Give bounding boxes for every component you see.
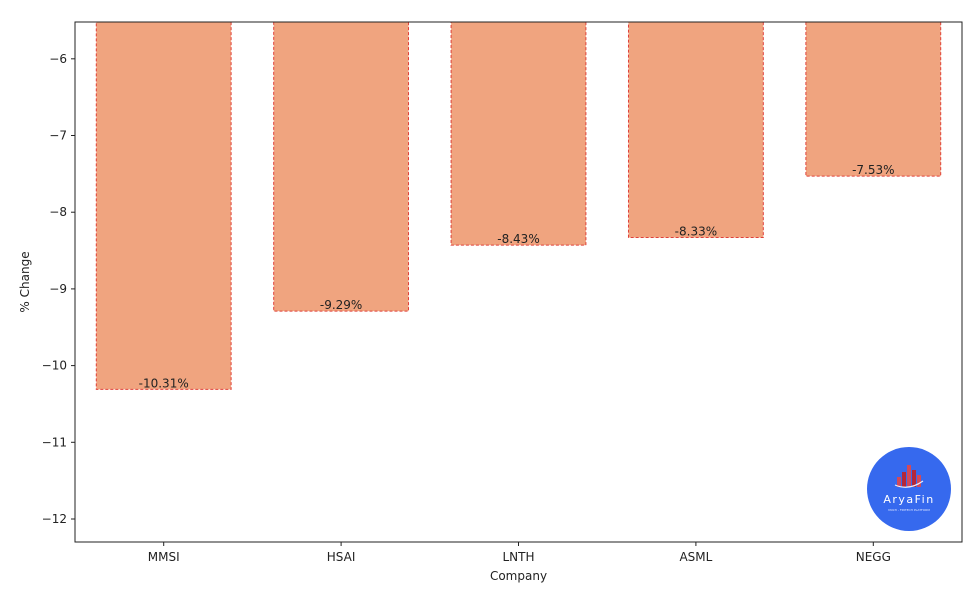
bar-mmsi [95,21,232,390]
logo-badge [867,447,951,531]
y-axis: −6 −7 −8 −9 −10 −11 −12 [42,52,75,526]
y-tick-label: −12 [42,512,67,526]
bar-asml [627,21,764,239]
logo-tagline: MULTI - FINTECH PLATFORM [888,508,930,512]
data-labels-group: -10.31% -9.29% -8.43% -8.33% -7.53% [139,163,895,390]
y-tick-label: −11 [42,435,67,449]
bars-group [95,21,942,390]
y-tick-label: −6 [49,52,67,66]
data-label-asml: -8.33% [675,225,717,239]
y-tick-label: −9 [49,282,67,296]
data-label-negg: -7.53% [852,163,894,177]
y-tick-label: −10 [42,359,67,373]
logo-icon-bar [897,477,901,487]
y-tick-label: −7 [49,129,67,143]
bar-lnth [450,21,587,246]
data-label-lnth: -8.43% [497,232,539,246]
x-tick-label: HSAI [327,550,356,564]
x-tick-label: NEGG [856,550,891,564]
data-label-hsai: -9.29% [320,298,362,312]
x-tick-label: LNTH [502,550,534,564]
x-tick-label: ASML [679,550,712,564]
y-axis-label: % Change [18,251,32,312]
logo-icon-bar [907,465,911,487]
logo-icon-bar [912,470,916,487]
aryafin-logo: AryaFin MULTI - FINTECH PLATFORM [867,447,951,531]
x-tick-label: MMSI [148,550,180,564]
y-tick-label: −8 [49,205,67,219]
x-axis-label: Company [490,569,547,583]
logo-name: AryaFin [883,493,934,506]
data-label-mmsi: -10.31% [139,376,189,390]
bar-hsai [273,21,410,312]
building-bars-icon [894,465,924,488]
bar-negg [805,21,942,177]
logo-icon-swoosh [894,480,924,488]
logo-icon-bar [902,472,906,487]
logo-icon-bar [917,475,921,487]
x-axis: MMSI HSAI LNTH ASML NEGG [148,542,891,564]
